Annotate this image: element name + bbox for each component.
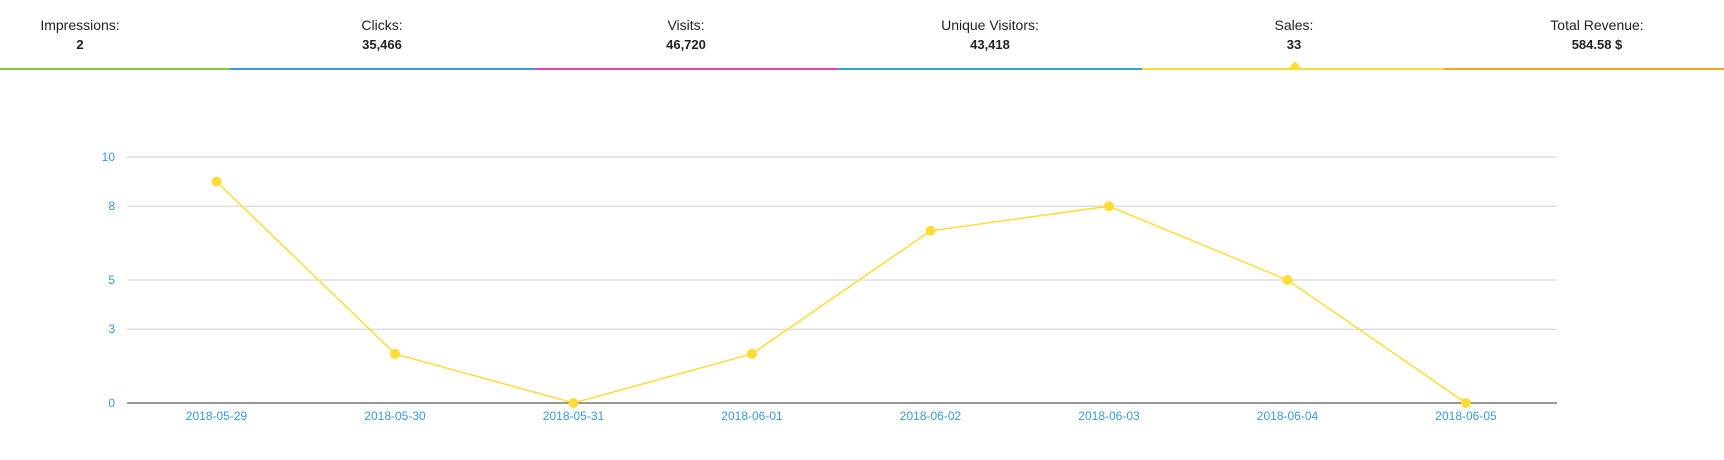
x-tick-label: 2018-05-29	[186, 409, 248, 423]
stat-label: Visits:	[667, 17, 705, 33]
data-point	[925, 225, 936, 236]
x-tick-label: 2018-06-05	[1435, 409, 1497, 423]
stat-value: 2	[76, 37, 84, 52]
stat-underline	[1142, 68, 1444, 70]
x-tick-label: 2018-06-02	[900, 409, 962, 423]
stats-bar: Impressions: 2 Clicks: 35,466 Visits: 46…	[0, 0, 1724, 72]
stat-underline	[838, 68, 1142, 70]
stat-underline	[230, 68, 535, 70]
data-point	[568, 398, 579, 408]
stat-total-revenue[interactable]: Total Revenue: 584.58 $	[1444, 0, 1724, 72]
data-point	[211, 176, 222, 187]
y-tick-label: 5	[108, 273, 115, 287]
data-point	[1461, 398, 1471, 408]
x-tick-label: 2018-06-01	[721, 409, 783, 423]
x-tick-label: 2018-05-31	[543, 409, 605, 423]
data-point	[1104, 201, 1114, 212]
stat-label: Sales:	[1274, 17, 1314, 33]
stat-label: Impressions:	[40, 17, 120, 33]
stat-underline	[535, 68, 838, 70]
data-point	[747, 348, 757, 359]
x-tick-label: 2018-06-03	[1078, 409, 1140, 423]
stat-underline	[0, 68, 230, 70]
stat-clicks[interactable]: Clicks: 35,466	[230, 0, 535, 72]
stat-impressions[interactable]: Impressions: 2	[0, 0, 230, 72]
stat-value: 33	[1286, 37, 1302, 52]
y-tick-label: 10	[102, 150, 116, 164]
stat-label: Clicks:	[361, 17, 403, 33]
stat-unique-visitors[interactable]: Unique Visitors: 43,418	[838, 0, 1142, 72]
stat-value: 46,720	[666, 37, 706, 52]
stat-visits[interactable]: Visits: 46,720	[535, 0, 838, 72]
stat-label: Total Revenue:	[1550, 17, 1644, 33]
stat-sales[interactable]: Sales: 33	[1142, 0, 1444, 72]
stat-value: 43,418	[970, 37, 1010, 52]
y-tick-label: 8	[108, 199, 115, 213]
y-tick-label: 0	[108, 396, 115, 410]
active-tab-marker-icon	[1289, 61, 1301, 68]
x-tick-label: 2018-06-04	[1257, 409, 1319, 423]
series-line	[215, 181, 1467, 404]
stat-underline	[1444, 68, 1724, 70]
data-point	[390, 348, 400, 359]
stat-label: Unique Visitors:	[941, 17, 1039, 33]
sales-line-chart: 0 3 5 8 10 2018-05-29 2018-05-30 2018-05-31 2018…	[102, 150, 1557, 423]
data-point	[1282, 275, 1293, 285]
stat-value: 584.58 $	[1571, 37, 1623, 52]
y-tick-label: 3	[108, 322, 115, 336]
stat-value: 35,466	[362, 37, 402, 52]
x-tick-label: 2018-05-30	[364, 409, 426, 423]
